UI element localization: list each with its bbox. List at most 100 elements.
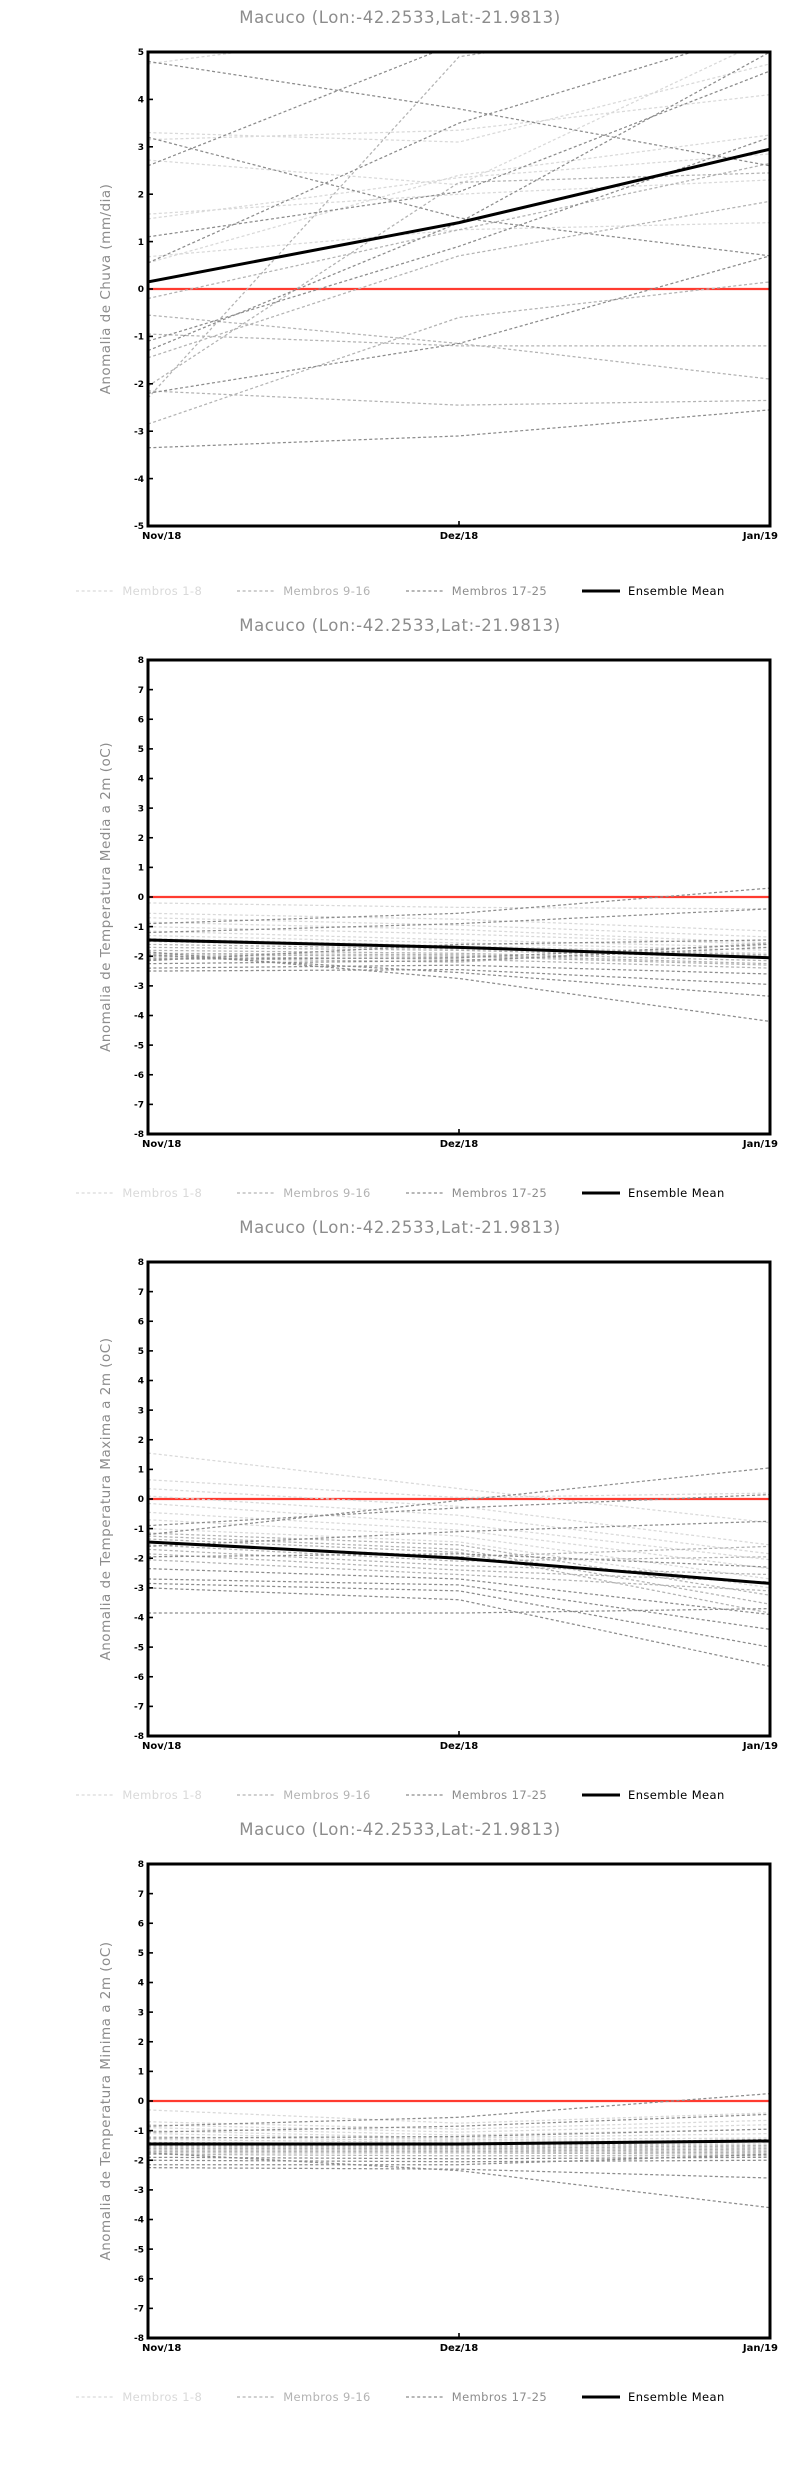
legend-item[interactable]: Membros 1-8 bbox=[75, 1186, 202, 1200]
legend-item[interactable]: Membros 17-25 bbox=[405, 1788, 547, 1802]
panel-title: Macuco (Lon:-42.2533,Lat:-21.9813) bbox=[239, 1218, 561, 1237]
x-tick-label: Jan/19 bbox=[742, 531, 778, 542]
legend-swatch-dashed-line bbox=[405, 2396, 444, 2398]
y-tick-label: -7 bbox=[134, 1703, 144, 1713]
legend-swatch-solid-line bbox=[582, 2395, 621, 2399]
plot-area-tminima: 8 7 6 5 4 3 2 1 0 -1 -2 -3 -4 -5 -6 -7 -8 Nov/18 Dez/18 Jan… bbox=[0, 1838, 800, 2378]
legend-label: Membros 9-16 bbox=[283, 584, 371, 598]
y-tick-label: -1 bbox=[134, 2127, 144, 2137]
legend-label: Membros 1-8 bbox=[122, 1788, 203, 1802]
y-tick-label: 8 bbox=[138, 656, 144, 666]
legend-item[interactable]: Membros 1-8 bbox=[75, 1788, 202, 1802]
y-tick-label: -1 bbox=[134, 1525, 144, 1535]
panel-title: Macuco (Lon:-42.2533,Lat:-21.9813) bbox=[239, 616, 561, 635]
y-tick-label: -1 bbox=[134, 923, 144, 933]
y-tick-label: -7 bbox=[134, 2305, 144, 2315]
panel-title: Macuco (Lon:-42.2533,Lat:-21.9813) bbox=[239, 1820, 561, 1839]
y-tick-label: -6 bbox=[134, 1071, 144, 1081]
x-tick-label: Nov/18 bbox=[142, 1741, 181, 1752]
legend-swatch-dashed-line bbox=[405, 590, 444, 592]
y-tick-label: 0 bbox=[138, 1495, 144, 1505]
legend-item[interactable]: Membros 17-25 bbox=[405, 584, 547, 598]
y-tick-label: 2 bbox=[138, 834, 144, 844]
y-tick-label: 5 bbox=[138, 1949, 144, 1959]
legend-label: Membros 9-16 bbox=[283, 2390, 371, 2404]
y-tick-label: 1 bbox=[138, 864, 144, 874]
y-tick-label: 1 bbox=[138, 2068, 144, 2078]
y-tick-label: 3 bbox=[138, 2008, 144, 2018]
legend-swatch-solid-line bbox=[582, 589, 621, 593]
legend-swatch-dashed-line bbox=[76, 590, 115, 592]
panel-tminima: Macuco (Lon:-42.2533,Lat:-21.9813) 8 7 6 5 4… bbox=[0, 1812, 800, 2414]
legend-swatch-dashed-line bbox=[237, 590, 276, 592]
x-tick-label: Dez/18 bbox=[440, 531, 479, 542]
legend-tminima: Membros 1-8 Membros 9-16 Membros 17-25 Ense… bbox=[0, 2390, 800, 2404]
legend-item[interactable]: Membros 1-8 bbox=[75, 2390, 202, 2404]
y-tick-label: 6 bbox=[138, 1919, 144, 1929]
y-tick-label: 4 bbox=[138, 775, 144, 785]
x-tick-label: Nov/18 bbox=[142, 1139, 181, 1150]
legend-item[interactable]: Membros 9-16 bbox=[236, 1186, 371, 1200]
legend-chuva: Membros 1-8 Membros 9-16 Membros 17-25 Ense… bbox=[0, 584, 800, 598]
legend-swatch-dashed-line bbox=[237, 1794, 276, 1796]
y-tick-label: -1 bbox=[134, 333, 144, 343]
y-tick-label: 0 bbox=[138, 285, 144, 295]
y-tick-label: 2 bbox=[138, 2038, 144, 2048]
y-tick-label: -4 bbox=[134, 1012, 144, 1022]
y-tick-label: 0 bbox=[138, 2097, 144, 2107]
y-tick-label: -7 bbox=[134, 1101, 144, 1111]
legend-swatch-dashed-line bbox=[76, 2396, 115, 2398]
legend-swatch-dashed-line bbox=[237, 2396, 276, 2398]
legend-label: Membros 1-8 bbox=[122, 1186, 203, 1200]
y-tick-label: 8 bbox=[138, 1258, 144, 1268]
legend-item[interactable]: Ensemble Mean bbox=[581, 2390, 725, 2404]
legend-swatch-dashed-line bbox=[405, 1192, 444, 1194]
legend-label: Ensemble Mean bbox=[628, 584, 725, 598]
y-tick-label: -4 bbox=[134, 475, 144, 485]
plot-area-chuva: 5 4 3 2 1 0 -1 -2 -3 -4 -5 Nov/18 Dez/18 Jan/19 Anomal… bbox=[0, 26, 800, 566]
y-tick-label: -4 bbox=[134, 2216, 144, 2226]
legend-label: Ensemble Mean bbox=[628, 2390, 725, 2404]
y-tick-label: -8 bbox=[134, 1732, 144, 1742]
legend-swatch-solid-line bbox=[582, 1191, 621, 1195]
legend-swatch-solid-line bbox=[582, 1793, 621, 1797]
legend-item[interactable]: Membros 9-16 bbox=[236, 584, 371, 598]
y-tick-label: -4 bbox=[134, 1614, 144, 1624]
y-tick-label: 5 bbox=[138, 48, 144, 58]
y-tick-label: 5 bbox=[138, 745, 144, 755]
y-tick-label: -2 bbox=[134, 380, 144, 390]
y-tick-label: 4 bbox=[138, 96, 144, 106]
legend-tmedia: Membros 1-8 Membros 9-16 Membros 17-25 Ense… bbox=[0, 1186, 800, 1200]
x-tick-label: Nov/18 bbox=[142, 531, 181, 542]
y-tick-label: 8 bbox=[138, 1860, 144, 1870]
y-tick-label: 1 bbox=[138, 238, 144, 248]
legend-item[interactable]: Membros 9-16 bbox=[236, 1788, 371, 1802]
legend-item[interactable]: Membros 17-25 bbox=[405, 1186, 547, 1200]
panel-tmaxima: Macuco (Lon:-42.2533,Lat:-21.9813) 8 7 6 5 4… bbox=[0, 1210, 800, 1812]
y-tick-label: -8 bbox=[134, 1130, 144, 1140]
y-tick-label: -3 bbox=[134, 427, 144, 437]
legend-swatch-dashed-line bbox=[237, 1192, 276, 1194]
x-tick-label: Jan/19 bbox=[742, 2343, 778, 2354]
y-axis-label: Anomalia de Chuva (mm/dia) bbox=[98, 184, 114, 395]
legend-item[interactable]: Membros 9-16 bbox=[236, 2390, 371, 2404]
legend-item[interactable]: Membros 17-25 bbox=[405, 2390, 547, 2404]
legend-item[interactable]: Ensemble Mean bbox=[581, 1788, 725, 1802]
panel-tmedia: Macuco (Lon:-42.2533,Lat:-21.9813) 8 7 6 5 4… bbox=[0, 608, 800, 1210]
y-tick-label: -5 bbox=[134, 1041, 144, 1051]
legend-item[interactable]: Ensemble Mean bbox=[581, 1186, 725, 1200]
y-tick-label: 7 bbox=[138, 1890, 144, 1900]
legend-label: Membros 17-25 bbox=[451, 2390, 548, 2404]
legend-label: Ensemble Mean bbox=[628, 1788, 725, 1802]
legend-item[interactable]: Membros 1-8 bbox=[75, 584, 202, 598]
y-axis-label: Anomalia de Temperatura Media a 2m (oC) bbox=[98, 742, 114, 1052]
legend-label: Membros 9-16 bbox=[283, 1186, 371, 1200]
legend-item[interactable]: Ensemble Mean bbox=[581, 584, 725, 598]
y-tick-label: 1 bbox=[138, 1466, 144, 1476]
y-tick-label: -8 bbox=[134, 2334, 144, 2344]
y-tick-label: -5 bbox=[134, 1643, 144, 1653]
legend-tmaxima: Membros 1-8 Membros 9-16 Membros 17-25 Ense… bbox=[0, 1788, 800, 1802]
legend-label: Membros 1-8 bbox=[122, 584, 203, 598]
x-tick-label: Dez/18 bbox=[440, 1741, 479, 1752]
